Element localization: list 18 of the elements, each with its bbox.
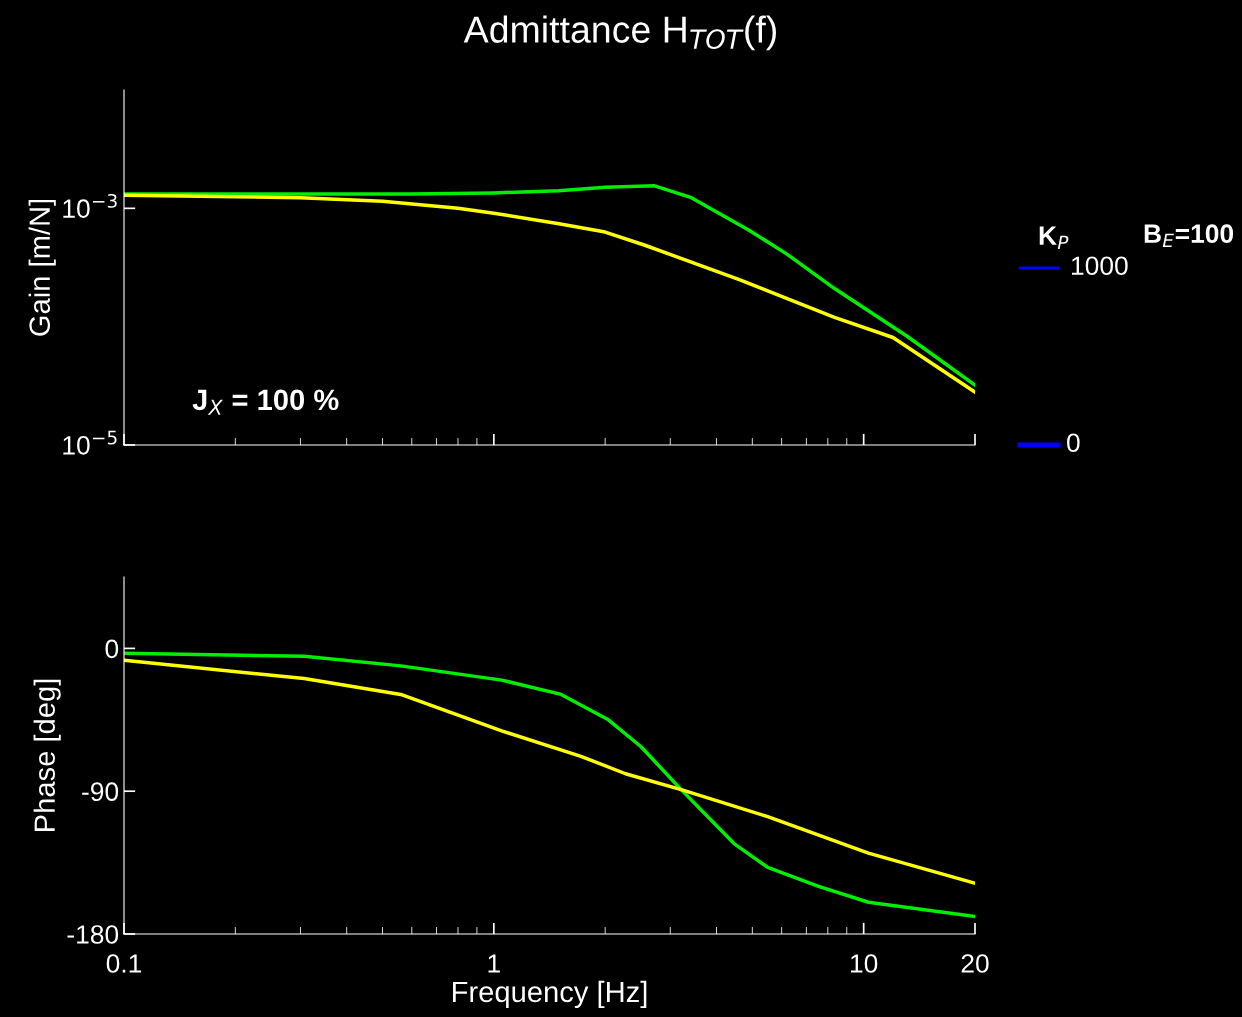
- x-axis-title: Frequency [Hz]: [453, 980, 647, 1009]
- x-tick-label: 1: [488, 954, 500, 973]
- y-axis-title: Gain [m/N]: [28, 199, 56, 336]
- y-tick-label: 10$^{−5}$: [63, 430, 117, 455]
- y-tick-label: -90: [82, 782, 119, 802]
- annotation: J$_{X}$ = 100 %: [192, 389, 339, 415]
- y-tick-label: -180: [67, 925, 119, 944]
- x-tick-label: 20: [961, 954, 989, 973]
- text: 1000: [1072, 256, 1128, 276]
- text: B$_{E}$=100: [1144, 224, 1234, 248]
- text: 0: [1067, 433, 1080, 453]
- chart-title: Admittance H$_{TOT}$(f): [463, 15, 776, 51]
- x-tick-label: 10: [851, 954, 878, 973]
- y-axis-title: Phase [deg]: [33, 679, 61, 831]
- x-tick-label: 0.1: [106, 954, 142, 973]
- text: K$_{P}$: [1039, 226, 1069, 250]
- y-tick-label: 10$^{−3}$: [63, 193, 117, 218]
- y-tick-label: 0: [105, 639, 119, 659]
